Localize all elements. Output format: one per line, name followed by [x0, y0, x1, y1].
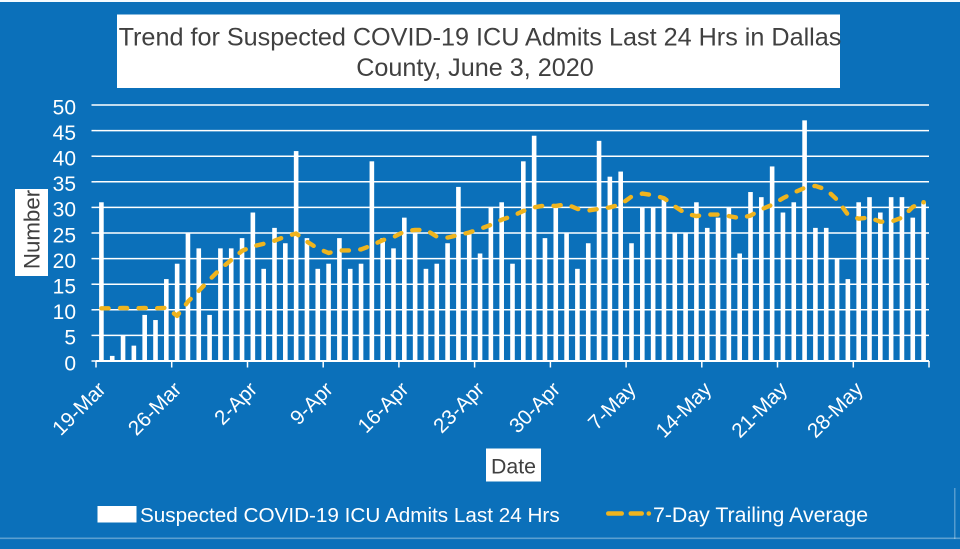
svg-text:Number: Number [20, 189, 45, 269]
svg-text:0: 0 [64, 352, 76, 375]
svg-text:25: 25 [53, 224, 76, 247]
svg-text:10: 10 [53, 301, 76, 324]
svg-text:50: 50 [53, 96, 76, 119]
svg-text:45: 45 [53, 122, 76, 145]
svg-text:Suspected COVID-19 ICU Admits: Suspected COVID-19 ICU Admits Last 24 Hr… [140, 504, 560, 527]
svg-text:40: 40 [53, 148, 76, 171]
svg-text:30: 30 [53, 199, 76, 222]
svg-text:Trend for Suspected COVID-19 I: Trend for Suspected COVID-19 ICU Admits … [119, 24, 842, 52]
svg-text:7-Day Trailing Average: 7-Day Trailing Average [653, 503, 868, 527]
svg-text:15: 15 [53, 276, 76, 299]
svg-text:Date: Date [491, 455, 536, 479]
svg-text:5: 5 [64, 327, 76, 350]
svg-text:20: 20 [53, 250, 76, 273]
svg-text:35: 35 [53, 173, 76, 196]
svg-text:County, June 3, 2020: County, June 3, 2020 [356, 54, 594, 82]
